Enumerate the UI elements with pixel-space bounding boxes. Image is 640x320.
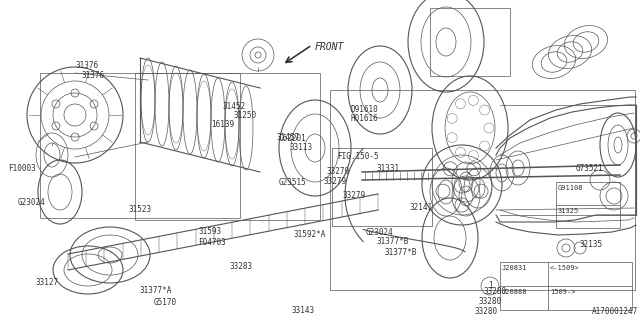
Text: A170001247: A170001247 <box>592 307 638 316</box>
Text: FIG.150-5: FIG.150-5 <box>337 152 379 161</box>
Text: 31377*A: 31377*A <box>140 286 172 295</box>
Bar <box>556 182 620 228</box>
Bar <box>330 90 635 290</box>
Text: C62201: C62201 <box>278 134 306 143</box>
Bar <box>135 73 320 220</box>
Text: 31593: 31593 <box>198 227 221 236</box>
Text: 31376: 31376 <box>82 71 105 80</box>
Bar <box>40 73 240 218</box>
Text: 32135: 32135 <box>579 240 602 249</box>
Text: H01616: H01616 <box>351 114 378 123</box>
Text: J20831: J20831 <box>502 265 527 271</box>
Text: F04703: F04703 <box>198 238 226 247</box>
Bar <box>332 148 432 226</box>
Bar <box>500 262 632 310</box>
Text: 31592*A: 31592*A <box>293 230 326 239</box>
Text: G5170: G5170 <box>154 298 177 307</box>
Text: 33280: 33280 <box>483 287 506 296</box>
Text: 1509->: 1509-> <box>550 289 575 295</box>
Text: 33283: 33283 <box>229 262 252 271</box>
Text: 33127: 33127 <box>35 278 58 287</box>
Text: 33280: 33280 <box>475 307 498 316</box>
Text: FRONT: FRONT <box>315 42 344 52</box>
Text: 31250: 31250 <box>234 111 257 120</box>
Text: <-1509>: <-1509> <box>550 265 580 271</box>
Text: 32141: 32141 <box>410 203 433 212</box>
Text: G23024: G23024 <box>366 228 394 237</box>
Text: 33279: 33279 <box>326 167 349 176</box>
Text: G23515: G23515 <box>278 178 306 187</box>
Text: 31377*B: 31377*B <box>376 237 409 246</box>
Text: J20888: J20888 <box>502 289 527 295</box>
Text: 31331: 31331 <box>376 164 399 173</box>
Text: G73521: G73521 <box>576 164 604 173</box>
Text: 1: 1 <box>488 282 492 291</box>
Text: G91108: G91108 <box>558 185 584 191</box>
Text: 31457: 31457 <box>276 133 300 142</box>
Text: 31325: 31325 <box>558 208 579 214</box>
Text: D91610: D91610 <box>351 105 378 114</box>
Text: 33143: 33143 <box>291 306 314 315</box>
Text: 33113: 33113 <box>289 143 312 152</box>
Text: 33279: 33279 <box>342 191 365 200</box>
Text: F10003: F10003 <box>8 164 35 173</box>
Bar <box>430 8 510 76</box>
Text: 33279: 33279 <box>323 177 346 186</box>
Text: 33280: 33280 <box>479 297 502 306</box>
Text: 31376: 31376 <box>76 61 99 70</box>
Text: 31523: 31523 <box>128 205 151 214</box>
Text: 31452: 31452 <box>223 102 246 111</box>
Text: 31377*B: 31377*B <box>384 248 417 257</box>
Text: 16139: 16139 <box>211 120 234 129</box>
Text: G23024: G23024 <box>18 198 45 207</box>
